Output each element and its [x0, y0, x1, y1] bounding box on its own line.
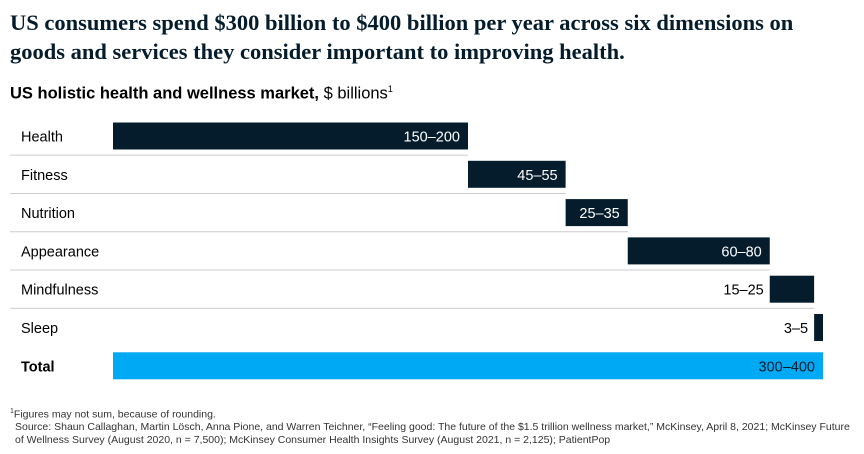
- category-label-total: Total: [21, 359, 55, 375]
- subtitle-bold: US holistic health and wellness market,: [10, 84, 320, 103]
- source-note: Source: Shaun Callaghan, Martin Lösch, A…: [15, 421, 850, 446]
- footnotes: 1Figures may not sum, because of roundin…: [10, 406, 850, 446]
- category-label-sleep: Sleep: [21, 321, 58, 337]
- bar-appearance: [627, 237, 770, 265]
- footnote-text: Figures may not sum, because of rounding…: [13, 408, 216, 421]
- value-label-fitness: 45–55: [517, 168, 557, 184]
- footnote-mark: 1: [10, 408, 14, 415]
- bar-total: [113, 352, 823, 380]
- category-label-health: Health: [21, 130, 63, 146]
- value-label-nutrition: 25–35: [579, 206, 619, 222]
- waterfall-chart: Health 150–200 Fitness 45–55 Nutrition 25–35 A…: [10, 122, 823, 380]
- category-label-fitness: Fitness: [21, 168, 68, 184]
- bar-health: [113, 122, 468, 150]
- chart-subtitle: US holistic health and wellness market, …: [10, 84, 393, 104]
- chart-headline: US consumers spend $300 billion to $400 …: [10, 10, 794, 64]
- bar-nutrition: [565, 199, 628, 227]
- value-label-health: 150–200: [404, 130, 460, 146]
- value-label-total: 300–400: [759, 359, 815, 375]
- subtitle-unit: $ billions: [319, 84, 388, 103]
- value-label-appearance: 60–80: [721, 244, 761, 260]
- bar-fitness: [468, 160, 566, 188]
- subtitle-note-mark: 1: [387, 84, 393, 94]
- bar-mindfulness: [769, 275, 815, 303]
- footnote-rounding: 1Figures may not sum, because of roundin…: [10, 406, 850, 421]
- value-label-sleep: 3–5: [784, 321, 808, 337]
- category-label-mindfulness: Mindfulness: [21, 283, 98, 299]
- category-label-nutrition: Nutrition: [21, 206, 75, 222]
- value-label-mindfulness: 15–25: [723, 283, 763, 299]
- category-label-appearance: Appearance: [21, 244, 99, 260]
- bar-sleep: [814, 314, 823, 341]
